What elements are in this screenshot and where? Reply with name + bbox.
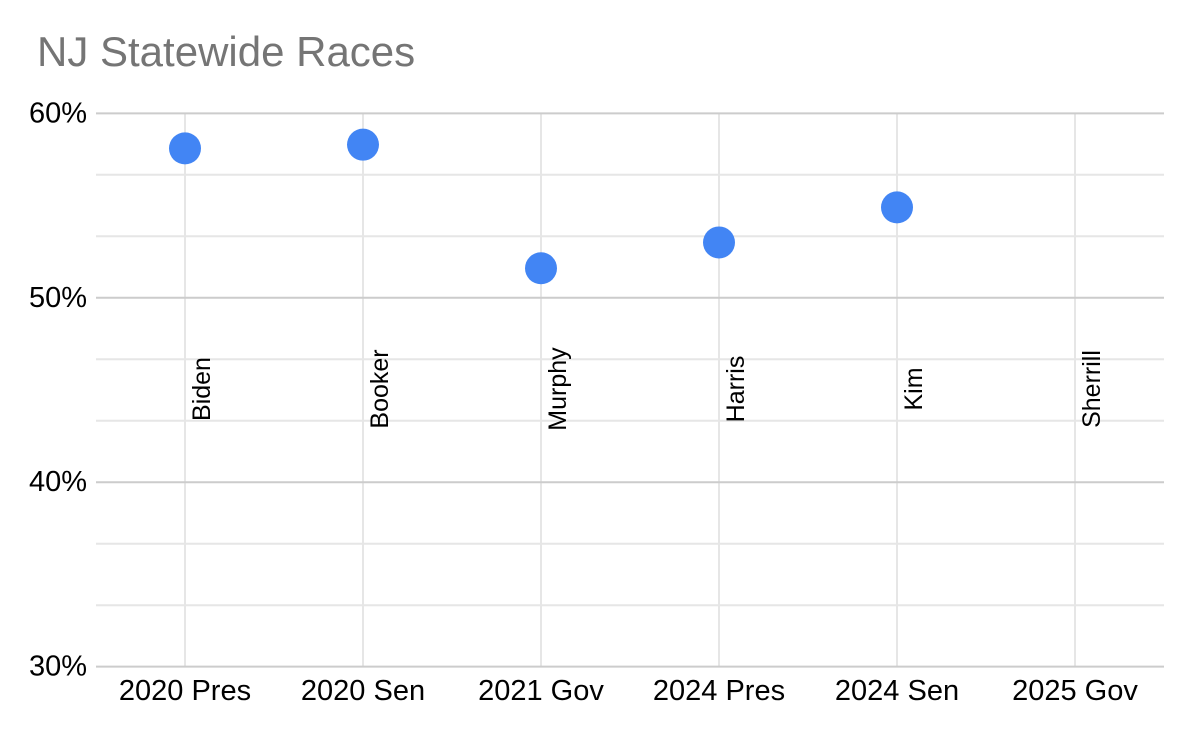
x-axis-label: 2025 Gov bbox=[1012, 675, 1138, 707]
y-tick-label: 60% bbox=[29, 97, 87, 129]
data-point-label: Biden bbox=[188, 357, 216, 421]
data-point-label: Harris bbox=[722, 356, 750, 423]
data-point-label: Booker bbox=[366, 349, 394, 428]
y-tick-label: 50% bbox=[29, 282, 87, 314]
x-axis-label: 2021 Gov bbox=[478, 675, 604, 707]
data-point-label: Murphy bbox=[544, 347, 572, 431]
data-point bbox=[169, 132, 201, 165]
y-tick-label: 30% bbox=[29, 651, 87, 683]
data-point bbox=[347, 128, 379, 161]
chart-title: NJ Statewide Races bbox=[37, 28, 416, 75]
data-point bbox=[525, 252, 557, 285]
x-axis-label: 2020 Sen bbox=[301, 675, 425, 707]
data-point-label: Sherrill bbox=[1078, 350, 1106, 428]
y-tick-label: 40% bbox=[29, 466, 87, 498]
x-axis-label: 2020 Pres bbox=[119, 675, 251, 707]
data-point bbox=[881, 191, 913, 224]
x-axis-label: 2024 Sen bbox=[835, 675, 959, 707]
x-axis-label: 2024 Pres bbox=[653, 675, 785, 707]
data-point-label: Kim bbox=[900, 367, 928, 410]
data-point bbox=[703, 226, 735, 259]
